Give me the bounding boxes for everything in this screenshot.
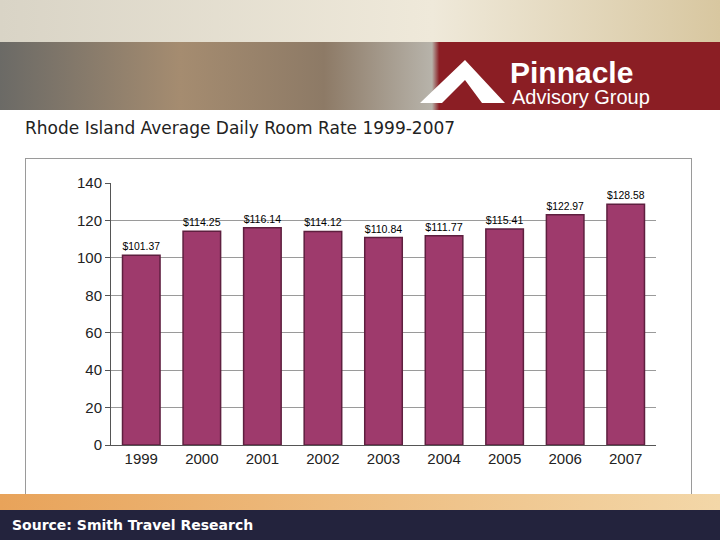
- svg-text:2007: 2007: [609, 450, 642, 467]
- svg-text:$114.25: $114.25: [183, 216, 221, 228]
- svg-text:$116.14: $116.14: [244, 213, 282, 225]
- svg-text:$115.41: $115.41: [486, 214, 524, 226]
- html-text:Source: Smith Travel Research: Source: Smith Travel Research: [12, 517, 254, 533]
- svg-text:2001: 2001: [246, 450, 279, 467]
- svg-text:$110.84: $110.84: [365, 223, 403, 235]
- svg-text:80: 80: [85, 287, 102, 304]
- svg-text:60: 60: [85, 324, 102, 341]
- svg-text:$122.97: $122.97: [546, 201, 584, 212]
- svg-text:100: 100: [77, 249, 102, 266]
- svg-text:$101.37: $101.37: [123, 241, 161, 252]
- svg-text:40: 40: [85, 361, 102, 378]
- svg-text:$114.12: $114.12: [304, 216, 342, 228]
- svg-text:0: 0: [94, 436, 102, 453]
- svg-text:2005: 2005: [488, 450, 521, 467]
- html-text:Rhode Island Average Daily Roo: Rhode Island Average Daily Room Rate 199…: [25, 118, 456, 138]
- svg-text:2006: 2006: [548, 450, 581, 467]
- svg-text:$128.58: $128.58: [607, 190, 645, 201]
- svg-text:2002: 2002: [306, 450, 339, 467]
- svg-text:2003: 2003: [367, 450, 400, 467]
- svg-text:140: 140: [77, 174, 102, 191]
- html-text:Pinnacle: Pinnacle: [510, 56, 634, 89]
- svg-text:2004: 2004: [427, 450, 460, 467]
- svg-text:120: 120: [77, 212, 102, 229]
- svg-text:2000: 2000: [185, 450, 218, 467]
- svg-text:20: 20: [85, 399, 102, 416]
- svg-text:1999: 1999: [125, 450, 158, 467]
- svg-text:$111.77: $111.77: [425, 221, 462, 233]
- html-text:Advisory Group: Advisory Group: [512, 86, 650, 108]
